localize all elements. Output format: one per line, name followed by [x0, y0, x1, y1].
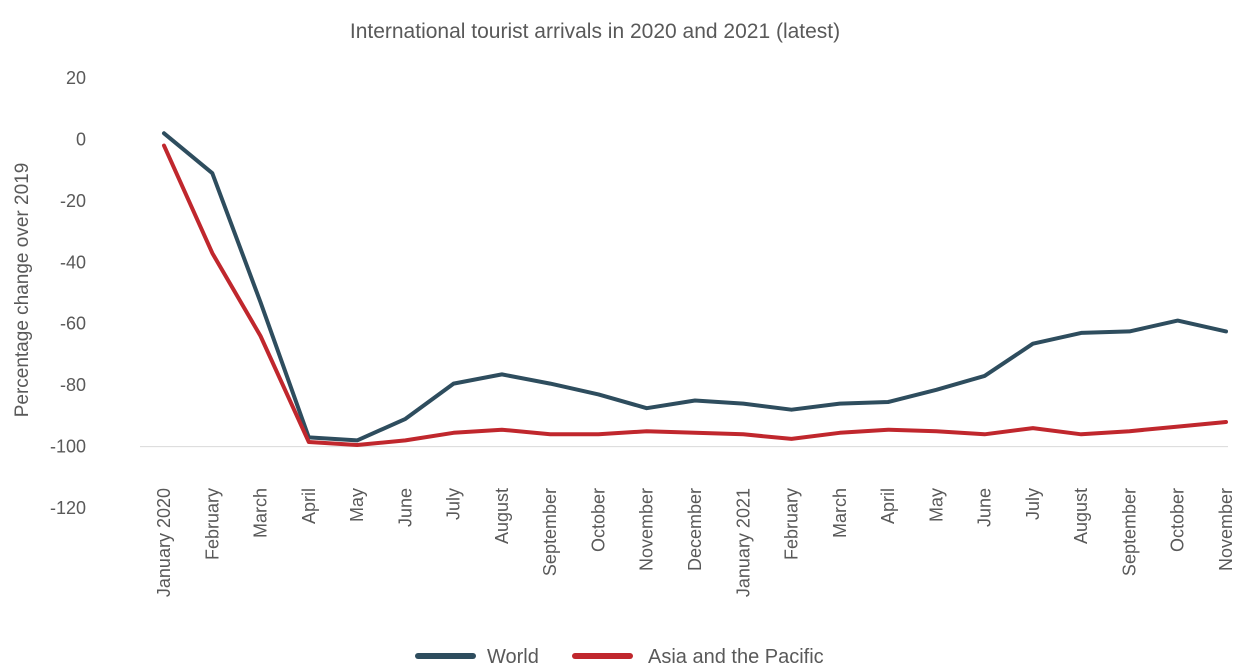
y-tick-label: -60	[60, 314, 86, 334]
x-tick-label: March	[251, 488, 271, 538]
series-line-world	[162, 131, 1228, 443]
y-tick-label: 0	[76, 129, 86, 149]
series-lines	[162, 131, 1228, 447]
x-tick-label: September	[1119, 488, 1139, 576]
y-tick-label: -120	[50, 498, 86, 518]
x-tick-label: May	[347, 488, 367, 522]
x-tick-label: December	[685, 488, 705, 571]
x-tick-label: July	[444, 488, 464, 520]
legend-label: Asia and the Pacific	[648, 646, 824, 668]
x-tick-label: May	[926, 488, 946, 522]
x-tick-label: June	[975, 488, 995, 527]
chart-title: International tourist arrivals in 2020 a…	[350, 20, 840, 43]
y-tick-label: 20	[66, 68, 86, 88]
y-axis-label: Percentage change over 2019	[12, 163, 33, 418]
x-tick-label: October	[588, 488, 608, 552]
legend: World Asia and the Pacific	[415, 646, 824, 668]
y-tick-label: -80	[60, 375, 86, 395]
x-tick-label: August	[1071, 488, 1091, 544]
x-tick-label: April	[878, 488, 898, 524]
x-tick-label: June	[395, 488, 415, 527]
y-tick-label: -100	[50, 437, 86, 457]
y-axis-ticks: 20 0 -20 -40 -60 -80 -100 -120	[50, 68, 86, 518]
x-tick-label: January 2020	[154, 488, 174, 597]
x-tick-label: July	[1023, 488, 1043, 520]
x-tick-label: November	[1216, 488, 1234, 571]
x-tick-label: April	[299, 488, 319, 524]
legend-label: World	[487, 646, 539, 668]
x-tick-label: August	[492, 488, 512, 544]
x-tick-label: February	[202, 488, 222, 560]
x-tick-label: November	[637, 488, 657, 571]
x-tick-label: October	[1168, 488, 1188, 552]
y-tick-label: -40	[60, 252, 86, 272]
series-line-asia-and-the-pacific	[162, 143, 1228, 447]
x-tick-label: March	[830, 488, 850, 538]
x-tick-label: January 2021	[733, 488, 753, 597]
y-tick-label: -20	[60, 191, 86, 211]
x-axis-ticks: January 2020 February March April May June Jul…	[154, 488, 1234, 597]
x-tick-label: February	[782, 488, 802, 560]
x-tick-label: September	[540, 488, 560, 576]
